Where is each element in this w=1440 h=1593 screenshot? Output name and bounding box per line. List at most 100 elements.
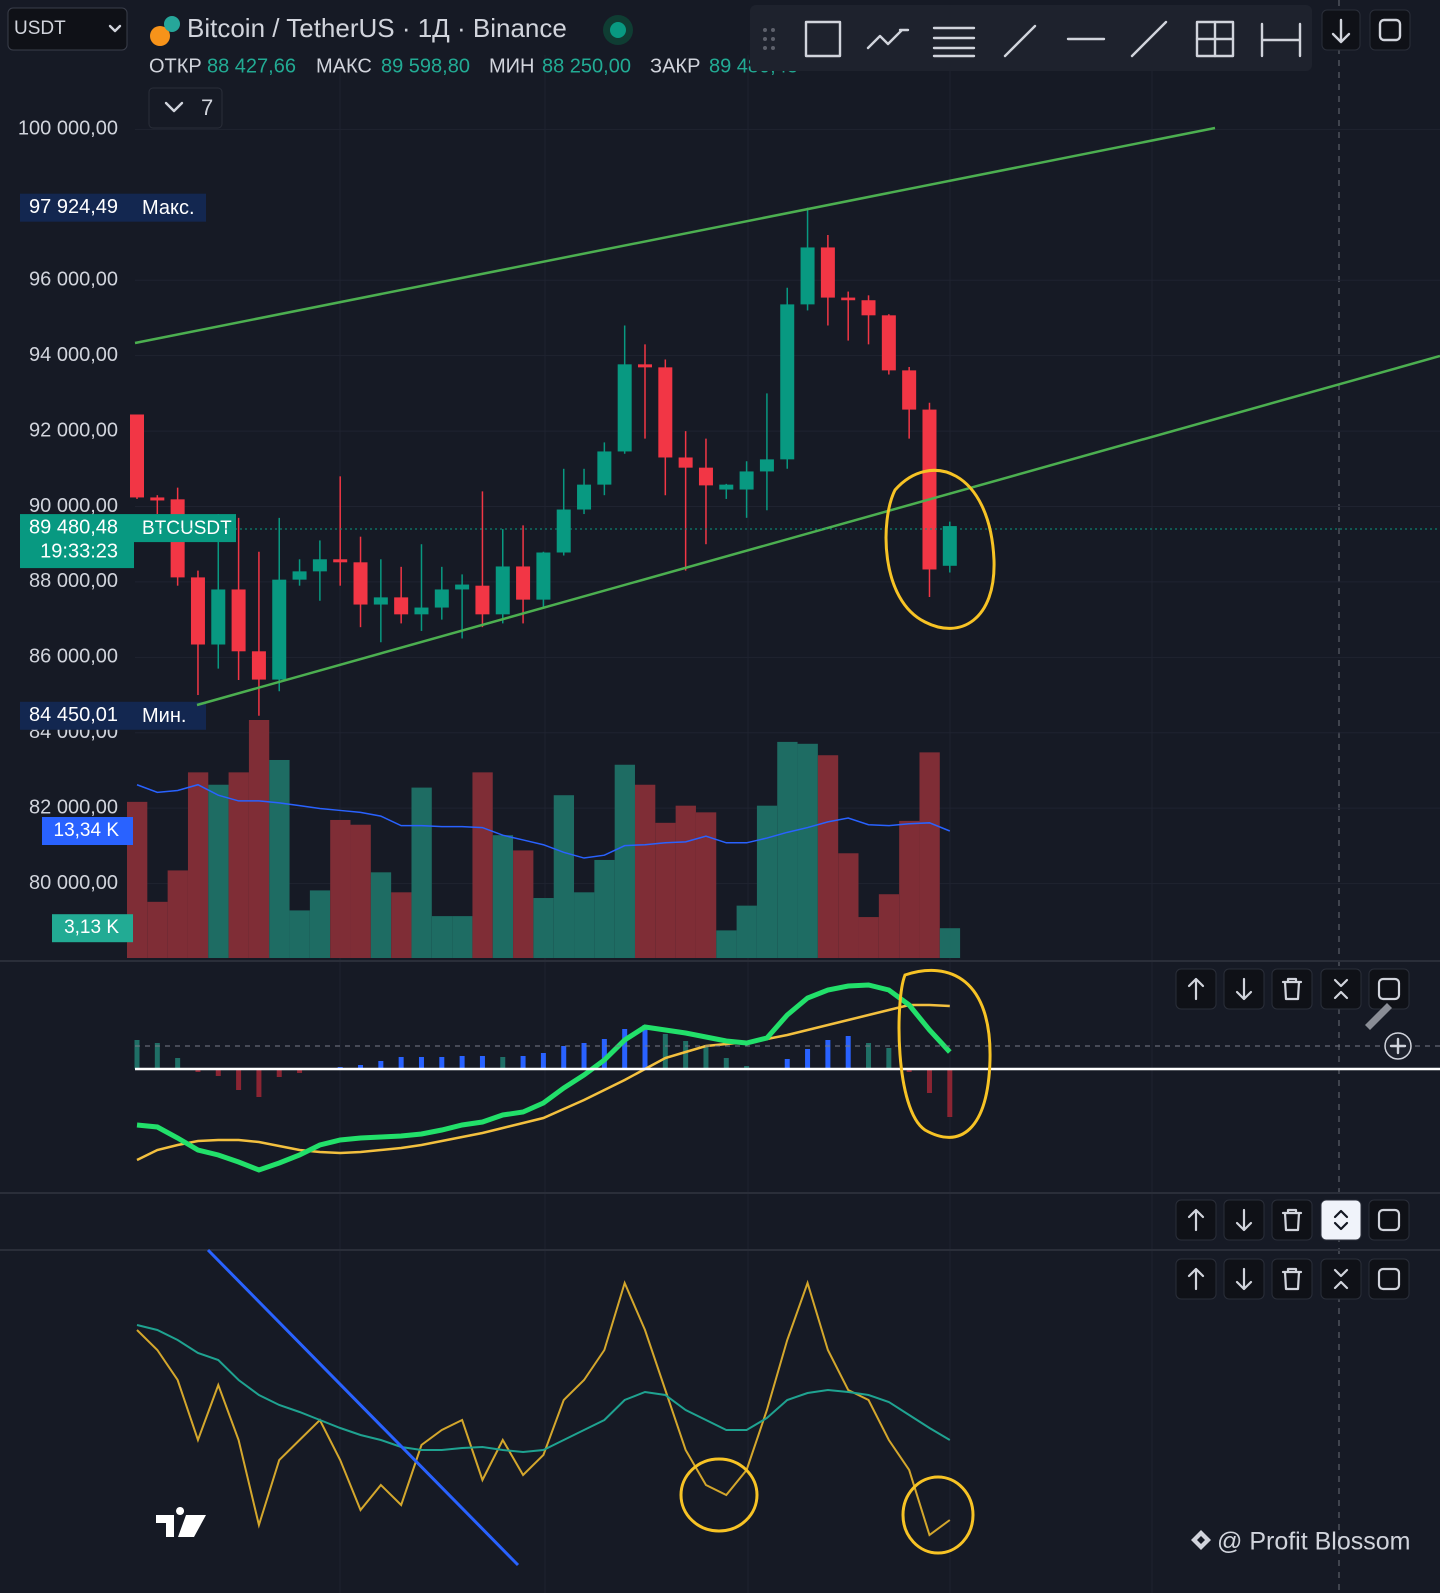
candle-body (597, 451, 612, 485)
volume-bar (919, 752, 940, 958)
icon (1377, 1208, 1401, 1232)
coin-icon (150, 26, 170, 46)
chart-title: Bitcoin / TetherUS · 1Д · Binance (187, 13, 567, 43)
candle-body (272, 579, 287, 680)
pane-button[interactable] (1368, 968, 1410, 1010)
volume-bar (289, 910, 310, 958)
price-label: 97 924,49 (29, 196, 118, 218)
volume-bar (797, 743, 818, 958)
candle-body (759, 459, 774, 472)
y-tick-label: 86 000,00 (29, 646, 118, 668)
volume-bar (878, 894, 900, 958)
toolbar-button[interactable] (1369, 9, 1411, 51)
indicators-toggle[interactable] (148, 87, 223, 129)
volume-bar (614, 764, 635, 958)
histogram-bar (154, 1043, 160, 1069)
candle-body (739, 471, 754, 490)
candle-body (577, 484, 592, 510)
candle-body (495, 566, 510, 615)
candle-body (536, 552, 551, 600)
candle-body (292, 571, 307, 580)
volume-bar (736, 905, 757, 958)
histogram-bar (845, 1036, 851, 1069)
candle-body (150, 497, 165, 501)
volume-bar (594, 859, 615, 958)
icon (1235, 1267, 1253, 1291)
y-tick-label: 88 000,00 (29, 570, 118, 592)
candle-body (414, 607, 429, 615)
histogram-bar (703, 1045, 709, 1069)
icon (1281, 977, 1303, 1001)
volume-bar (777, 741, 798, 958)
pane-button[interactable] (1368, 1199, 1410, 1241)
price-label-box (20, 193, 206, 222)
countdown: 19:33:23 (40, 540, 118, 562)
volume-label-box (42, 817, 133, 846)
volume-bar (391, 892, 412, 958)
volume-bar (817, 755, 839, 958)
histogram-bar (195, 1069, 201, 1072)
icon (1281, 1267, 1303, 1291)
histogram-bar (276, 1069, 282, 1077)
trend-line (206, 1248, 520, 1567)
hand-drawings (679, 468, 996, 1555)
volume-bar (167, 870, 188, 958)
volume-bar (330, 819, 351, 958)
candle-body (820, 247, 835, 298)
y-tick-label: 94 000,00 (29, 344, 118, 366)
histogram-bar (500, 1057, 506, 1069)
volume-label: 3,13 K (64, 917, 119, 938)
y-tick-label: 96 000,00 (29, 269, 118, 291)
pane-button[interactable] (1368, 1258, 1410, 1300)
ohlc-value: 89 598,80 (381, 55, 470, 77)
pane-button[interactable] (1271, 1199, 1313, 1241)
histogram-bar (622, 1029, 628, 1069)
candle-body (475, 585, 490, 615)
candle-body (353, 562, 368, 605)
volume-bar (899, 820, 920, 958)
candle-body (455, 584, 470, 590)
histogram-bar (215, 1069, 221, 1076)
volume-label: 13,34 K (54, 820, 120, 841)
candle-body (190, 577, 205, 645)
candle-body (800, 247, 815, 305)
histogram-bar (601, 1039, 607, 1069)
histogram-bar (825, 1040, 831, 1069)
circle-annotation (679, 1457, 759, 1533)
pane-button[interactable] (1320, 1258, 1362, 1300)
candle-body (841, 297, 856, 301)
candle-body (231, 589, 246, 652)
histogram-bar (398, 1057, 404, 1069)
toolbar-icons[interactable] (804, 20, 1302, 58)
volume-bar (858, 917, 879, 958)
histogram-bar (723, 1058, 729, 1069)
histogram-bar (642, 1025, 648, 1069)
watermark-icon (1191, 1530, 1211, 1550)
candle-body (211, 589, 226, 645)
price-label-tag: Макс. (142, 197, 195, 219)
histogram-bar (683, 1041, 689, 1069)
dropdown-caret (108, 24, 122, 33)
volume-bar (208, 784, 229, 958)
icon (1331, 18, 1351, 44)
price-label-tag: Мин. (142, 705, 186, 727)
icon (1235, 977, 1253, 1001)
price-label: 84 450,01 (29, 704, 118, 726)
histogram-bar (540, 1053, 546, 1069)
pane-button[interactable] (1320, 968, 1362, 1010)
volume-bar (635, 784, 656, 958)
y-tick-label: 82 000,00 (29, 796, 118, 818)
histogram-bar (662, 1034, 668, 1069)
ohlc-label: ЗАКР (650, 55, 700, 77)
toolbar-grip (763, 28, 775, 50)
last-price-box (20, 514, 134, 569)
pane-button[interactable] (1320, 1199, 1362, 1241)
y-tick-label: 90 000,00 (29, 495, 118, 517)
coin-icon (164, 16, 180, 32)
symbol-dropdown[interactable] (7, 7, 128, 51)
pane-button[interactable] (1271, 968, 1313, 1010)
candle-body (251, 651, 266, 680)
pane-button[interactable] (1271, 1258, 1313, 1300)
drawing-toolbar (750, 5, 1312, 71)
